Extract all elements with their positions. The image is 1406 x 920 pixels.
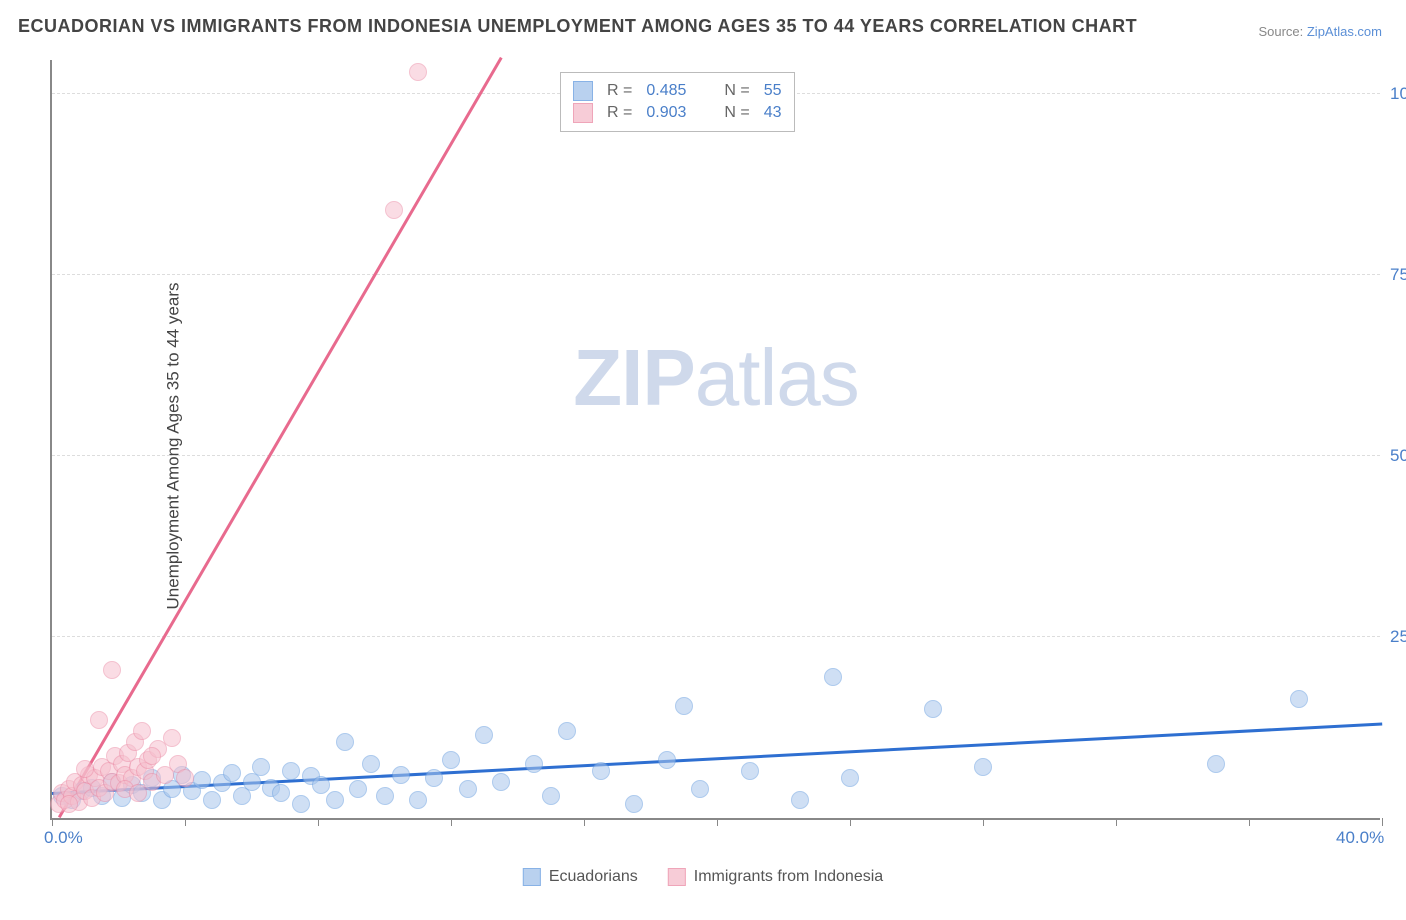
data-point — [625, 795, 643, 813]
watermark-bold: ZIP — [573, 333, 694, 422]
legend-stat-row: R = 0.903 N = 43 — [573, 103, 782, 123]
data-point — [459, 780, 477, 798]
legend-stats-box: R = 0.485 N = 55 R = 0.903 N = 43 — [560, 72, 795, 132]
source-link[interactable]: ZipAtlas.com — [1307, 24, 1382, 39]
gridline — [52, 636, 1380, 637]
x-tick — [584, 818, 585, 826]
data-point — [741, 762, 759, 780]
x-tick — [185, 818, 186, 826]
legend-series-item: Immigrants from Indonesia — [668, 868, 883, 886]
legend-N-value: 43 — [764, 104, 782, 122]
legend-swatch — [523, 868, 541, 886]
y-tick-label: 75.0% — [1390, 265, 1406, 285]
gridline — [52, 274, 1380, 275]
data-point — [542, 787, 560, 805]
legend-R-label: R = — [607, 104, 632, 122]
source-attribution: Source: ZipAtlas.com — [1258, 24, 1382, 39]
data-point — [924, 700, 942, 718]
data-point — [362, 755, 380, 773]
data-point — [163, 729, 181, 747]
source-prefix: Source: — [1258, 24, 1306, 39]
legend-series: Ecuadorians Immigrants from Indonesia — [523, 868, 883, 886]
data-point — [292, 795, 310, 813]
data-point — [282, 762, 300, 780]
data-point — [133, 722, 151, 740]
y-tick-label: 100.0% — [1390, 84, 1406, 104]
data-point — [1207, 755, 1225, 773]
legend-N-label: N = — [724, 104, 749, 122]
legend-series-label: Ecuadorians — [549, 868, 638, 886]
x-origin-label: 0.0% — [44, 828, 83, 920]
x-tick — [1249, 818, 1250, 826]
x-tick — [1116, 818, 1117, 826]
data-point — [425, 769, 443, 787]
x-tick — [318, 818, 319, 826]
data-point — [475, 726, 493, 744]
data-point — [223, 764, 241, 782]
data-point — [385, 201, 403, 219]
legend-R-label: R = — [607, 82, 632, 100]
legend-N-label: N = — [724, 82, 749, 100]
data-point — [193, 771, 211, 789]
data-point — [349, 780, 367, 798]
data-point — [326, 791, 344, 809]
data-point — [841, 769, 859, 787]
data-point — [60, 795, 78, 813]
correlation-chart: ECUADORIAN VS IMMIGRANTS FROM INDONESIA … — [0, 0, 1406, 892]
legend-R-value: 0.485 — [646, 82, 686, 100]
x-tick — [983, 818, 984, 826]
data-point — [409, 63, 427, 81]
x-tick — [1382, 818, 1383, 826]
data-point — [409, 791, 427, 809]
data-point — [658, 751, 676, 769]
data-point — [691, 780, 709, 798]
watermark: ZIPatlas — [573, 332, 858, 424]
data-point — [176, 769, 194, 787]
chart-title: ECUADORIAN VS IMMIGRANTS FROM INDONESIA … — [18, 16, 1137, 37]
data-point — [203, 791, 221, 809]
legend-series-label: Immigrants from Indonesia — [694, 868, 883, 886]
y-tick-label: 25.0% — [1390, 627, 1406, 647]
trend-line — [58, 56, 502, 817]
legend-R-value: 0.903 — [646, 104, 686, 122]
data-point — [103, 661, 121, 679]
data-point — [272, 784, 290, 802]
data-point — [791, 791, 809, 809]
legend-swatch — [668, 868, 686, 886]
plot-area: ZIPatlas 25.0%50.0%75.0%100.0% — [50, 60, 1380, 820]
data-point — [312, 776, 330, 794]
data-point — [1290, 690, 1308, 708]
watermark-light: atlas — [695, 333, 859, 422]
legend-series-item: Ecuadorians — [523, 868, 638, 886]
data-point — [143, 747, 161, 765]
legend-stat-row: R = 0.485 N = 55 — [573, 81, 782, 101]
legend-swatch — [573, 81, 593, 101]
x-tick — [850, 818, 851, 826]
data-point — [492, 773, 510, 791]
data-point — [129, 784, 147, 802]
data-point — [442, 751, 460, 769]
data-point — [525, 755, 543, 773]
x-max-label: 40.0% — [1336, 828, 1406, 920]
data-point — [90, 711, 108, 729]
data-point — [824, 668, 842, 686]
data-point — [392, 766, 410, 784]
data-point — [336, 733, 354, 751]
data-point — [558, 722, 576, 740]
data-point — [974, 758, 992, 776]
data-point — [376, 787, 394, 805]
y-tick-label: 50.0% — [1390, 446, 1406, 466]
gridline — [52, 455, 1380, 456]
data-point — [592, 762, 610, 780]
data-point — [675, 697, 693, 715]
data-point — [252, 758, 270, 776]
x-tick — [717, 818, 718, 826]
legend-N-value: 55 — [764, 82, 782, 100]
data-point — [76, 760, 94, 778]
x-tick — [451, 818, 452, 826]
x-tick — [52, 818, 53, 826]
legend-swatch — [573, 103, 593, 123]
